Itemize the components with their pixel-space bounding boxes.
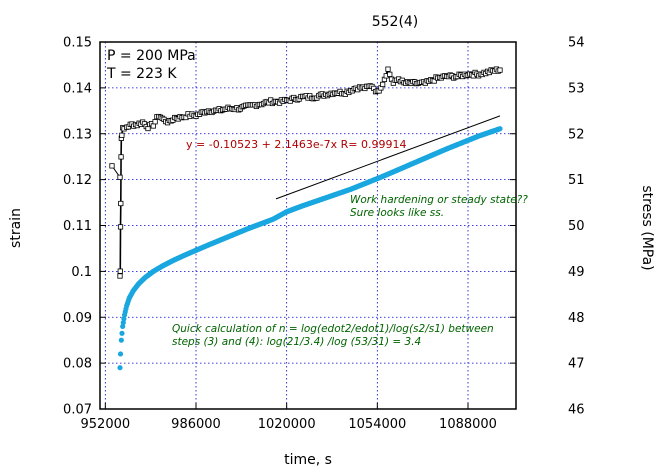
info-temperature: T = 223 K (106, 66, 177, 82)
annotation-calculation-line1: Quick calculation of n = log(edot2/edot1… (172, 323, 494, 335)
y-left-tick-label: 0.09 (63, 311, 92, 326)
annotation-work-hardening-line2: Sure looks like ss. (350, 207, 444, 219)
strain-point (121, 316, 127, 322)
early-stress-point (117, 174, 123, 180)
y-right-tick-label: 51 (568, 173, 585, 188)
right-axis: 46 47 48 49 50 51 52 53 54 (510, 36, 585, 418)
x-tick-label: 1020000 (258, 417, 316, 432)
y-left-tick-label: 0.11 (63, 219, 92, 234)
stress-point (117, 268, 123, 274)
grid (100, 42, 516, 409)
x-tick-label: 986000 (171, 417, 221, 432)
y-axis-right-label: stress (MPa) (639, 185, 655, 270)
stress-point (118, 200, 124, 207)
y-right-tick-label: 49 (568, 265, 585, 280)
stress-point (497, 67, 503, 73)
y-left-tick-label: 0.07 (63, 403, 92, 418)
y-left-tick-label: 0.13 (63, 127, 92, 142)
x-tick-label: 1088000 (439, 417, 497, 432)
stress-point (117, 273, 123, 279)
series-layer (109, 66, 503, 371)
y-right-tick-label: 54 (568, 36, 585, 51)
x-axis-label: time, s (284, 452, 332, 468)
series-stress (117, 66, 503, 279)
strain-point (497, 126, 503, 132)
y-right-tick-label: 48 (568, 311, 585, 326)
left-axis: 0.07 0.08 0.09 0.1 0.11 0.12 0.13 0.14 0.15 (63, 36, 106, 418)
y-left-tick-label: 0.12 (63, 173, 92, 188)
x-tick-label: 952000 (81, 417, 131, 432)
y-left-tick-label: 0.15 (63, 36, 92, 51)
y-right-tick-label: 47 (568, 357, 585, 372)
strain-point (118, 337, 124, 343)
strain-point (119, 330, 125, 336)
y-right-tick-label: 53 (568, 81, 585, 96)
stress-point (118, 154, 124, 160)
stress-point (117, 224, 124, 230)
stress-point (152, 119, 158, 125)
stress-point (387, 71, 393, 77)
x-axis: 952000 986000 1020000 1054000 1088000 (81, 403, 497, 432)
fit-equation: y = -0.10523 + 2.1463e-7x R= 0.99914 (186, 138, 406, 151)
early-stress-point (109, 163, 115, 169)
y-axis-left-label: strain (8, 208, 24, 248)
early-stress-points (109, 163, 123, 180)
strain-point (117, 365, 123, 371)
y-left-tick-label: 0.08 (63, 357, 92, 372)
y-right-tick-label: 50 (568, 219, 585, 234)
strain-point (117, 351, 124, 357)
annotation-work-hardening-line1: Work hardening or steady state?? (350, 194, 528, 206)
chart-title: 552(4) (372, 14, 419, 30)
y-right-tick-label: 46 (568, 403, 585, 418)
stress-point (150, 123, 156, 129)
fit-line (275, 115, 501, 200)
strain-point (120, 323, 126, 330)
strain-point (120, 320, 126, 326)
x-tick-label: 1054000 (348, 417, 406, 432)
info-pressure: P = 200 MPa (107, 48, 196, 64)
series-strain (117, 126, 503, 371)
stress-point (119, 132, 125, 138)
annotation-calculation-line2: steps (3) and (4): log(21/3.4) /log (53/… (172, 336, 421, 348)
y-right-tick-label: 52 (568, 127, 585, 142)
y-left-tick-label: 0.1 (71, 265, 92, 280)
stress-point (385, 66, 391, 72)
stress-point (380, 81, 386, 88)
y-left-tick-label: 0.14 (63, 81, 92, 96)
